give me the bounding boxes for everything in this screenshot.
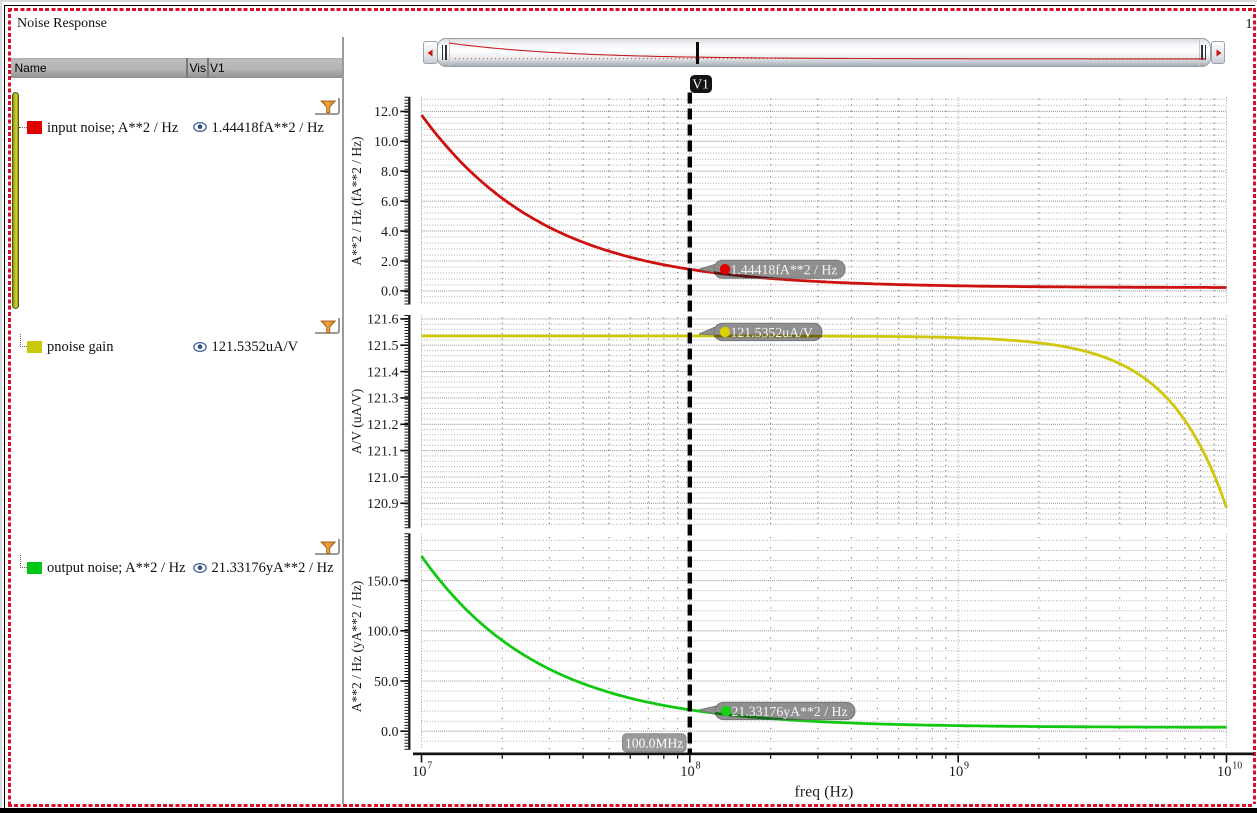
svg-text:100.0: 100.0 [367,625,399,640]
svg-text:120.9: 120.9 [367,497,399,512]
svg-text:121.6: 121.6 [367,313,399,328]
svg-text:10.0: 10.0 [374,135,399,150]
svg-text:12.0: 12.0 [374,105,399,120]
svg-text:8.0: 8.0 [381,165,399,180]
svg-text:121.2: 121.2 [367,418,399,433]
svg-text:121.3: 121.3 [367,392,399,407]
svg-text:0.0: 0.0 [381,725,399,740]
svg-text:A**2 / Hz (fA**2 / Hz): A**2 / Hz (fA**2 / Hz) [349,136,364,265]
svg-text:9: 9 [964,761,969,772]
svg-text:8: 8 [696,761,701,772]
svg-text:121.5: 121.5 [367,339,399,354]
svg-text:4.0: 4.0 [381,225,399,240]
svg-text:100.0MHz: 100.0MHz [625,736,683,751]
svg-text:121.0: 121.0 [367,471,399,486]
svg-text:10: 10 [1217,764,1232,780]
svg-text:7: 7 [427,761,432,772]
svg-text:2.0: 2.0 [381,255,399,270]
svg-text:A/V (uA/V): A/V (uA/V) [349,389,364,454]
svg-text:0.0: 0.0 [381,285,399,300]
svg-text:V1: V1 [692,76,709,91]
svg-text:21.33176yA**2 / Hz: 21.33176yA**2 / Hz [731,704,847,719]
svg-text:6.0: 6.0 [381,195,399,210]
svg-text:50.0: 50.0 [374,675,399,690]
svg-text:10: 10 [1232,761,1242,772]
svg-text:150.0: 150.0 [367,574,399,589]
svg-text:10: 10 [412,764,427,780]
svg-text:A**2 / Hz (yA**2 / Hz): A**2 / Hz (yA**2 / Hz) [349,581,364,713]
svg-text:1.44418fA**2 / Hz: 1.44418fA**2 / Hz [730,262,837,277]
svg-text:121.4: 121.4 [367,365,399,380]
svg-text:10: 10 [680,764,695,780]
svg-text:121.5352uA/V: 121.5352uA/V [730,325,812,340]
svg-text:10: 10 [949,764,964,780]
svg-text:121.1: 121.1 [367,444,399,459]
svg-text:freq (Hz): freq (Hz) [794,784,853,801]
